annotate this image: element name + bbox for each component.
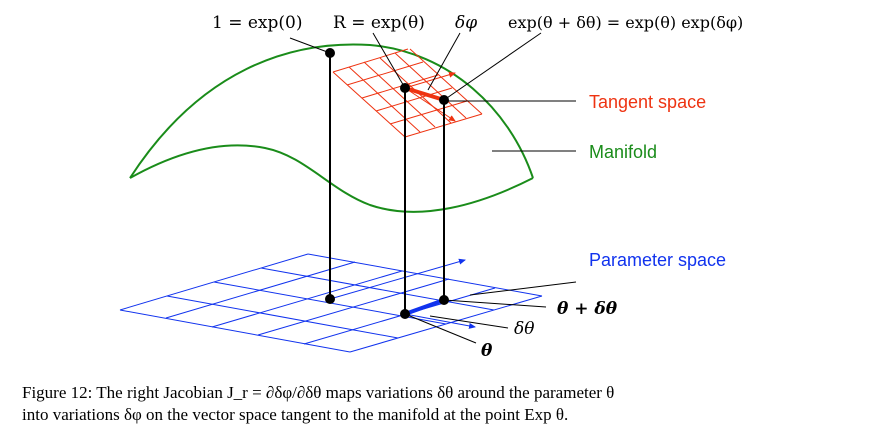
caption-line-2: into variations δφ on the vector space t…	[22, 405, 569, 424]
leader-lines	[289, 32, 577, 344]
rotation-point	[400, 83, 410, 93]
label-theta-plus: θ + δθ	[557, 299, 618, 319]
label-theta: θ	[481, 341, 493, 361]
label-rotation: R = exp(θ)	[333, 13, 425, 33]
label-tangent-space: Tangent space	[589, 92, 706, 112]
figure-caption: Figure 12: The right Jacobian J_r = ∂δφ/…	[22, 382, 852, 426]
delta-theta-vector	[404, 298, 445, 316]
points	[325, 48, 449, 319]
caption-line-1: Figure 12: The right Jacobian J_r = ∂δφ/…	[22, 383, 615, 402]
theta-plus-point	[439, 295, 449, 305]
origin-param-point	[325, 294, 335, 304]
label-parameter-space: Parameter space	[589, 250, 726, 270]
label-delta-theta: δθ	[514, 319, 534, 339]
label-delta-phi: δφ	[455, 13, 477, 33]
parameter-space-grid	[119, 253, 543, 353]
theta-point	[400, 309, 410, 319]
delta-phi-vector	[404, 86, 445, 102]
label-exp-sum: exp(θ + δθ) = exp(θ) exp(δφ)	[508, 13, 743, 32]
mapping-lines	[329, 53, 445, 314]
label-manifold: Manifold	[589, 142, 657, 162]
manifold-surface	[129, 43, 534, 213]
label-identity: 1 = exp(0)	[212, 13, 302, 33]
identity-point	[325, 48, 335, 58]
tangent-space-grid	[332, 48, 483, 138]
perturbed-point	[439, 95, 449, 105]
